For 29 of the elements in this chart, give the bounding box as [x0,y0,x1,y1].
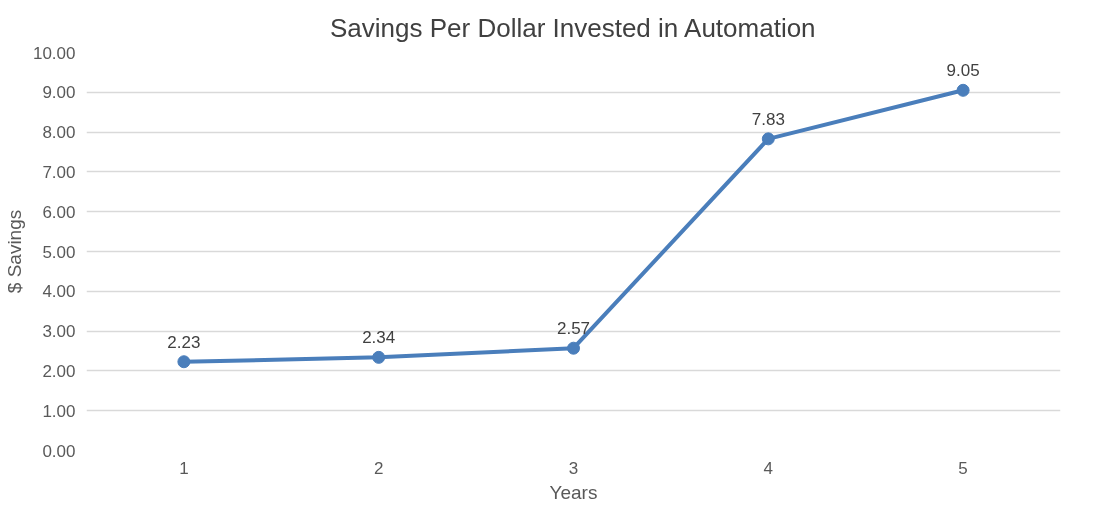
x-axis-title: Years [549,481,598,503]
data-label: 2.23 [167,332,201,352]
x-tick-label: 2 [373,458,384,478]
y-tick-label: 4.00 [42,282,76,302]
y-tick-label: 7.00 [42,162,76,182]
point [956,83,970,97]
x-tick-label: 3 [568,458,579,478]
x-tick-label: 4 [763,458,774,478]
y-tick-label: 1.00 [42,401,76,421]
data-label: 2.34 [362,328,396,348]
y-tick-label: 9.00 [42,83,76,103]
x-tick-label: 5 [958,458,968,478]
y-tick-label: 6.00 [42,202,76,222]
y-axis-title: $ Savings [3,209,25,294]
x-tick-label: 1 [179,458,189,478]
point [567,341,580,355]
chart-title: Savings Per Dollar Invested in Automation [329,12,816,43]
y-tick-label: 10.00 [32,43,76,63]
y-tick-label: 0.00 [42,441,76,461]
y-tick-label: 2.00 [42,361,76,381]
y-tick-label: 3.00 [42,322,76,342]
point [372,350,386,364]
y-tick-label: 5.00 [42,242,76,262]
point [177,355,191,369]
data-label: 2.57 [556,319,591,339]
point [761,132,775,146]
data-label: 9.05 [946,61,980,81]
data-label: 7.83 [751,109,785,129]
y-tick-label: 8.00 [42,123,76,143]
